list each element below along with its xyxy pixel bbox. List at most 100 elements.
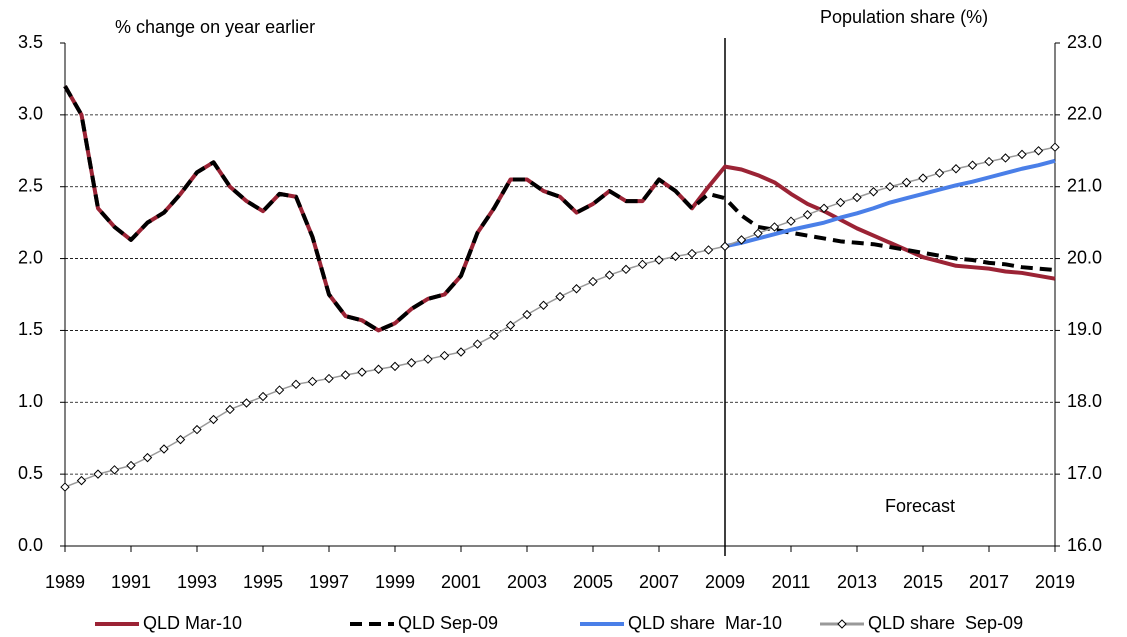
series-marker (505, 320, 516, 331)
series-marker (192, 424, 202, 435)
series-marker (819, 203, 829, 213)
series-marker (604, 270, 615, 280)
series-line (63, 85, 1056, 333)
series-marker (439, 350, 450, 361)
y-tick-label: 0.0 (18, 535, 43, 555)
series-line (724, 158, 1056, 249)
series-marker (621, 264, 631, 275)
series-marker (142, 452, 153, 463)
series-marker (522, 309, 532, 320)
series-marker (835, 197, 846, 208)
y2-tick-label: 17.0 (1067, 463, 1102, 483)
x-tick-label: 1995 (243, 572, 283, 592)
x-tick-label: 2009 (705, 572, 745, 592)
series-marker (1000, 153, 1011, 163)
series-marker (489, 330, 499, 341)
series-marker (918, 173, 928, 183)
series-marker (555, 291, 565, 302)
y2-tick-label: 18.0 (1067, 391, 1102, 411)
annotation: Forecast (885, 496, 955, 516)
series-marker (307, 376, 318, 387)
series-marker (753, 228, 763, 239)
series-marker (423, 354, 433, 364)
series-marker (802, 210, 813, 220)
y2-tick-label: 23.0 (1067, 32, 1102, 52)
series-marker (637, 259, 648, 270)
series-marker (241, 398, 252, 408)
y-tick-label: 1.0 (18, 391, 43, 411)
x-tick-label: 2013 (837, 572, 877, 592)
series-marker (159, 444, 169, 454)
series-marker (357, 367, 367, 377)
series-marker (736, 235, 747, 245)
series-marker (901, 177, 912, 188)
series-marker (654, 255, 664, 265)
x-tick-label: 1993 (177, 572, 217, 592)
x-tick-label: 2003 (507, 572, 547, 592)
legend-label: QLD share Sep-09 (868, 613, 1023, 633)
x-tick-label: 2007 (639, 572, 679, 592)
series-marker (1050, 142, 1060, 152)
x-tick-label: 2011 (772, 572, 811, 592)
series-marker (984, 156, 994, 167)
series-marker (670, 251, 681, 262)
series-marker (175, 434, 186, 445)
series-marker (786, 216, 796, 226)
y2-tick-label: 20.0 (1067, 247, 1102, 267)
series-marker (225, 404, 235, 415)
x-tick-label: 2017 (969, 572, 1009, 592)
series-marker (76, 475, 87, 486)
legend-label: QLD Sep-09 (398, 613, 498, 633)
series-marker (109, 465, 120, 475)
series-marker (472, 339, 483, 349)
y-tick-label: 1.5 (18, 319, 43, 339)
series-marker (324, 373, 334, 384)
series-marker (456, 347, 466, 357)
series-marker (967, 160, 978, 170)
series-marker (373, 364, 384, 374)
x-tick-label: 2001 (441, 572, 481, 592)
series-marker (390, 361, 400, 372)
x-tick-label: 1991 (111, 572, 151, 592)
y-tick-label: 0.5 (18, 463, 43, 483)
y-tick-label: 2.0 (18, 247, 43, 267)
legend-label: QLD Mar-10 (143, 613, 242, 633)
series-marker (951, 164, 961, 174)
legend-marker (837, 619, 847, 629)
series-marker (126, 460, 136, 471)
y-tick-label: 2.5 (18, 175, 43, 195)
series-marker (291, 379, 301, 390)
x-tick-label: 1997 (309, 572, 349, 592)
series-marker (258, 391, 268, 402)
series-marker (588, 276, 598, 287)
series-marker (406, 358, 417, 368)
y2-axis-title: Population share (%) (820, 7, 988, 27)
series-line (63, 85, 1056, 333)
x-tick-label: 2019 (1035, 572, 1075, 592)
series-marker (720, 241, 730, 252)
series-marker (852, 192, 862, 203)
y2-tick-label: 19.0 (1067, 319, 1102, 339)
x-tick-label: 2005 (573, 572, 613, 592)
series-marker (934, 168, 945, 178)
y2-tick-label: 22.0 (1067, 104, 1102, 124)
legend-label: QLD share Mar-10 (628, 613, 782, 633)
y2-tick-label: 21.0 (1067, 175, 1102, 195)
series-marker (1017, 149, 1027, 160)
y-tick-label: 3.5 (18, 32, 43, 52)
x-tick-label: 2015 (903, 572, 943, 592)
y-tick-label: 3.0 (18, 104, 43, 124)
series-marker (60, 482, 70, 492)
series-marker (93, 469, 103, 479)
series-marker (274, 385, 285, 395)
series-marker (769, 222, 780, 232)
series-marker (538, 300, 549, 310)
series-marker (703, 245, 714, 255)
series-marker (571, 284, 582, 294)
y2-tick-label: 16.0 (1067, 535, 1102, 555)
series-marker (1033, 146, 1044, 156)
series-marker (687, 248, 697, 259)
x-tick-label: 1989 (45, 572, 85, 592)
